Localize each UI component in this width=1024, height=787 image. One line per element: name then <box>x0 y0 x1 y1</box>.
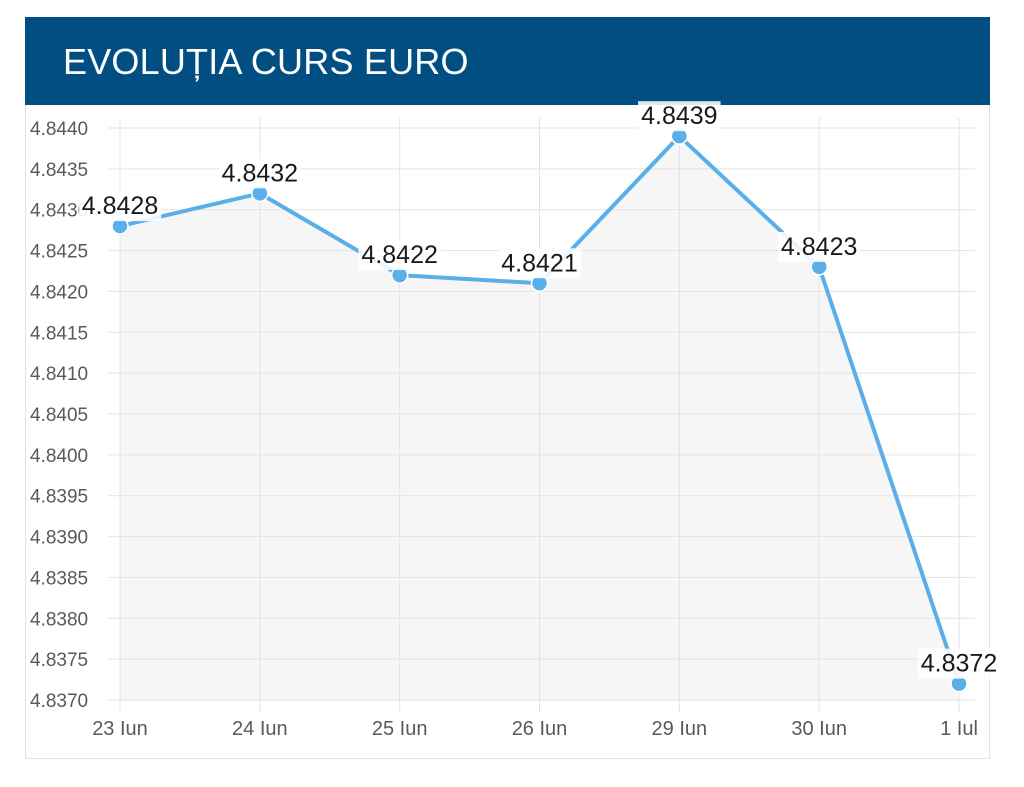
data-label: 4.8428 <box>82 192 158 220</box>
data-label: 4.8439 <box>641 102 717 130</box>
x-tick-label: 26 Iun <box>512 718 568 740</box>
x-tick-label: 23 Iun <box>92 718 148 740</box>
y-tick-label: 4.8430 <box>30 201 88 222</box>
data-label-background <box>917 648 1001 679</box>
x-tick-label: 1 Iul <box>940 718 978 740</box>
data-label: 4.8423 <box>781 233 857 261</box>
y-tick-label: 4.8440 <box>30 119 88 140</box>
data-label: 4.8432 <box>222 159 298 187</box>
y-tick-label: 4.8375 <box>30 650 88 671</box>
y-tick-label: 4.8395 <box>30 487 88 508</box>
y-tick-label: 4.8380 <box>30 609 88 630</box>
y-tick-label: 4.8420 <box>30 282 88 303</box>
data-label-background <box>218 158 302 189</box>
y-tick-label: 4.8370 <box>30 691 88 712</box>
data-label-background <box>638 101 721 132</box>
y-tick-label: 4.8400 <box>30 446 88 467</box>
y-tick-label: 4.8425 <box>30 242 88 263</box>
data-label: 4.8421 <box>501 249 577 277</box>
chart-title: EVOLUȚIA CURS EURO <box>63 41 469 82</box>
x-tick-label: 25 Iun <box>372 718 428 740</box>
data-label-background <box>78 191 162 222</box>
x-tick-label: 24 Iun <box>232 718 288 740</box>
data-label-background <box>358 240 441 271</box>
data-label: 4.8372 <box>921 650 997 678</box>
x-tick-label: 29 Iun <box>652 718 708 740</box>
y-tick-label: 4.8435 <box>30 160 88 181</box>
data-label-background <box>498 248 581 279</box>
data-label-background <box>777 231 861 262</box>
data-label: 4.8422 <box>361 241 437 269</box>
y-tick-label: 4.8410 <box>30 364 88 385</box>
y-tick-label: 4.8415 <box>30 323 88 344</box>
x-tick-label: 30 Iun <box>791 718 847 740</box>
y-tick-label: 4.8405 <box>30 405 88 426</box>
chart-header: EVOLUȚIA CURS EURO <box>25 17 990 105</box>
y-tick-label: 4.8385 <box>30 568 88 589</box>
y-tick-label: 4.8390 <box>30 528 88 549</box>
